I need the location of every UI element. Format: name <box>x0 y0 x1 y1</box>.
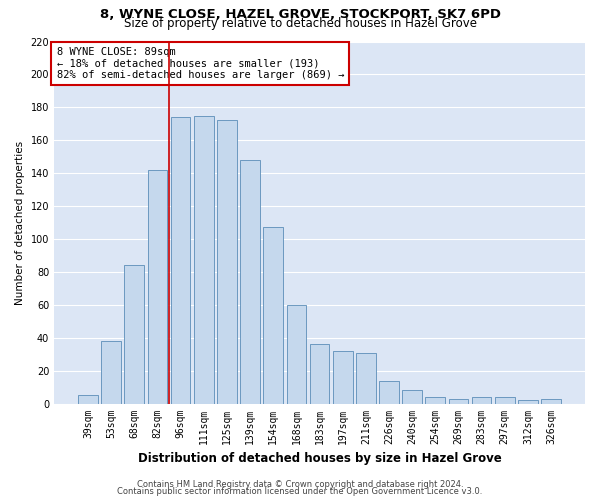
Bar <box>263 228 283 404</box>
Bar <box>240 160 260 404</box>
Bar <box>402 390 422 404</box>
Text: Size of property relative to detached houses in Hazel Grove: Size of property relative to detached ho… <box>124 18 476 30</box>
Bar <box>124 266 144 404</box>
Bar <box>379 380 399 404</box>
Text: Contains public sector information licensed under the Open Government Licence v3: Contains public sector information licen… <box>118 487 482 496</box>
Text: Contains HM Land Registry data © Crown copyright and database right 2024.: Contains HM Land Registry data © Crown c… <box>137 480 463 489</box>
Bar <box>333 351 353 404</box>
Bar <box>148 170 167 404</box>
Bar <box>287 305 306 404</box>
Bar <box>101 341 121 404</box>
Bar <box>356 352 376 404</box>
Bar <box>194 116 214 404</box>
Bar <box>425 397 445 404</box>
X-axis label: Distribution of detached houses by size in Hazel Grove: Distribution of detached houses by size … <box>137 452 502 465</box>
Bar <box>171 117 190 404</box>
Bar <box>495 397 515 404</box>
Text: 8 WYNE CLOSE: 89sqm
← 18% of detached houses are smaller (193)
82% of semi-detac: 8 WYNE CLOSE: 89sqm ← 18% of detached ho… <box>56 47 344 80</box>
Bar <box>78 396 98 404</box>
Bar <box>541 398 561 404</box>
Bar <box>217 120 237 404</box>
Bar <box>518 400 538 404</box>
Text: 8, WYNE CLOSE, HAZEL GROVE, STOCKPORT, SK7 6PD: 8, WYNE CLOSE, HAZEL GROVE, STOCKPORT, S… <box>100 8 500 20</box>
Bar <box>310 344 329 404</box>
Bar <box>449 398 468 404</box>
Bar <box>472 397 491 404</box>
Y-axis label: Number of detached properties: Number of detached properties <box>15 140 25 304</box>
